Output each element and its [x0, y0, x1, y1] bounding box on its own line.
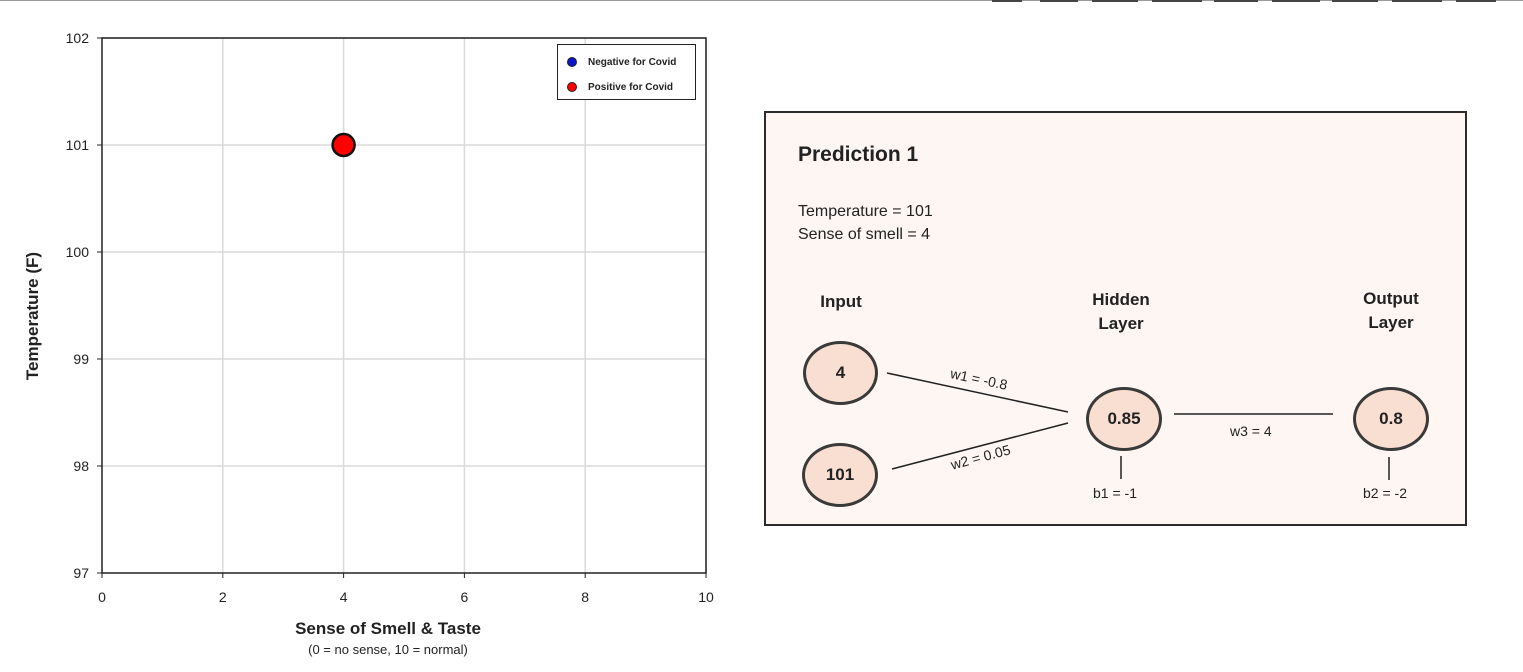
chart-gridlines [102, 37, 707, 573]
weight-label-w3: w3 = 4 [1230, 423, 1272, 439]
y-tick-label: 98 [73, 458, 89, 474]
top-dash [1214, 0, 1258, 2]
smell-line: Sense of smell = 4 [798, 226, 931, 243]
temperature-line: Temperature = 101 [798, 203, 933, 220]
input-layer-title: Input [796, 290, 886, 314]
legend-marker-negative [567, 57, 577, 67]
prediction-panel: Prediction 1 Temperature = 101 Sense of … [764, 111, 1467, 526]
data-point [331, 132, 356, 158]
x-tick-label: 8 [581, 589, 589, 605]
x-tick-label: 0 [98, 589, 106, 605]
y-axis-title: Temperature (F) [23, 251, 42, 381]
bias-label-b2: b2 = -2 [1363, 485, 1407, 501]
top-dash [1092, 0, 1138, 2]
chart-legend: Negative for Covid Positive for Covid [557, 44, 696, 100]
top-dash [1040, 0, 1078, 2]
network-connections [886, 372, 1390, 480]
x-tick-label: 4 [340, 589, 348, 605]
x-tick-label: 2 [219, 589, 227, 605]
legend-marker-positive [567, 82, 577, 92]
output-layer-title: Output Layer [1336, 287, 1446, 335]
x-tick-label: 6 [461, 589, 469, 605]
output-layer-label-2: Layer [1368, 313, 1414, 332]
y-tick-label: 101 [66, 137, 90, 153]
bias-label-b1: b1 = -1 [1093, 485, 1137, 501]
axis-ticks: 0 2 4 6 8 10 97 98 99 100 101 102 [66, 30, 714, 605]
top-dash [992, 0, 1022, 2]
edge-w2 [891, 422, 1069, 470]
x-tick-label: 10 [698, 589, 714, 605]
y-tick-label: 102 [66, 30, 90, 46]
y-tick-label: 99 [73, 351, 89, 367]
output-node: 0.8 [1353, 387, 1429, 451]
input-layer-label: Input [820, 292, 862, 311]
y-tick-label: 100 [66, 244, 90, 260]
legend-label-negative: Negative for Covid [588, 56, 677, 68]
data-points [331, 132, 356, 158]
top-dash [1152, 0, 1202, 2]
top-dash [1332, 0, 1378, 2]
y-tick-label: 97 [73, 565, 89, 581]
panel-title: Prediction 1 [798, 143, 919, 166]
top-dash [1456, 0, 1496, 2]
legend-item-positive: Positive for Covid [567, 80, 673, 94]
output-layer-label-1: Output [1363, 289, 1419, 308]
x-axis-title: Sense of Smell & Taste [295, 619, 481, 638]
top-dash [1392, 0, 1442, 2]
plot-area-border [101, 37, 707, 574]
hidden-layer-label-1: Hidden [1092, 290, 1150, 309]
hidden-layer-title: Hidden Layer [1066, 288, 1176, 336]
legend-label-positive: Positive for Covid [588, 81, 674, 93]
top-dash [1272, 0, 1320, 2]
scatter-chart: 0 2 4 6 8 10 97 98 99 100 101 102 [66, 30, 714, 605]
legend-item-negative: Negative for Covid [567, 55, 676, 69]
hidden-layer-label-2: Layer [1098, 314, 1144, 333]
edge-w1 [886, 372, 1069, 413]
top-rule [0, 0, 1523, 1]
hidden-node: 0.85 [1086, 387, 1162, 451]
input-node-temperature: 101 [802, 443, 878, 507]
x-axis-subtitle: (0 = no sense, 10 = normal) [308, 642, 468, 657]
input-node-smell: 4 [803, 341, 878, 405]
